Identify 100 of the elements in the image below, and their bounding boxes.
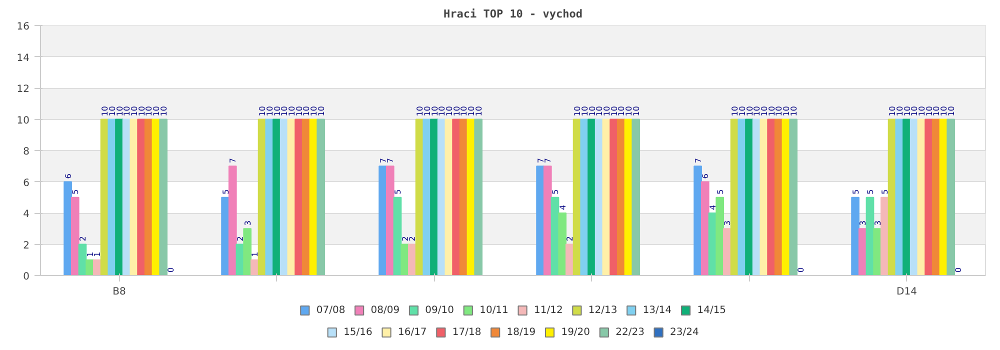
data-label: 5 xyxy=(880,189,890,194)
data-label: 10 xyxy=(310,106,318,116)
data-label: 5 xyxy=(394,189,402,194)
data-label: 5 xyxy=(716,189,725,194)
data-label: 5 xyxy=(851,189,860,194)
data-label: 7 xyxy=(228,158,238,164)
y-tick-label: 6 xyxy=(23,178,30,189)
data-label: 10 xyxy=(917,106,926,116)
data-label: 10 xyxy=(460,106,469,116)
data-label: 10 xyxy=(774,106,784,116)
data-label: 10 xyxy=(130,106,139,116)
bar xyxy=(716,196,724,276)
legend-label: 15/16 xyxy=(344,327,372,338)
data-label: 10 xyxy=(595,106,604,116)
y-tick-label: 4 xyxy=(23,209,30,220)
bar xyxy=(536,166,544,276)
data-label: 2 xyxy=(408,236,418,242)
data-label: 10 xyxy=(474,106,484,116)
data-label: 10 xyxy=(580,106,590,116)
legend-label: 10/11 xyxy=(480,305,508,316)
data-label: 10 xyxy=(144,106,154,116)
data-label: 0 xyxy=(954,267,964,272)
data-label: 3 xyxy=(723,220,732,226)
data-label: 2 xyxy=(236,236,245,242)
bar xyxy=(378,166,387,276)
y-tick-label: 16 xyxy=(16,22,30,32)
data-label: 10 xyxy=(467,106,476,116)
data-label: 5 xyxy=(221,189,230,194)
data-label: 10 xyxy=(108,106,117,116)
data-label: 10 xyxy=(610,106,619,116)
data-label: 10 xyxy=(760,106,769,116)
y-tick-label: 10 xyxy=(16,115,30,126)
data-label: 4 xyxy=(708,204,718,210)
y-tick-label: 2 xyxy=(23,240,30,252)
data-label: 10 xyxy=(430,106,440,116)
data-label: 10 xyxy=(258,106,268,116)
bar xyxy=(694,166,702,276)
data-label: 10 xyxy=(910,106,920,116)
x-tick-label: B8 xyxy=(112,286,126,298)
legend-label: 22/23 xyxy=(616,327,644,338)
data-label: 10 xyxy=(438,106,447,116)
x-tick-label: D14 xyxy=(896,286,917,298)
data-label: 0 xyxy=(796,267,806,272)
legend-label: 17/18 xyxy=(452,327,482,338)
bar xyxy=(632,118,640,276)
data-label: 10 xyxy=(924,106,934,116)
data-label: 1 xyxy=(86,252,95,257)
data-label: 10 xyxy=(573,106,582,116)
bar xyxy=(789,118,798,276)
legend-label: 13/14 xyxy=(642,305,672,316)
bar xyxy=(316,118,326,276)
legend-label: 14/15 xyxy=(697,305,726,316)
data-label: 10 xyxy=(888,106,898,116)
data-label: 10 xyxy=(617,106,626,116)
data-label: 10 xyxy=(100,106,110,116)
data-label: 10 xyxy=(752,106,762,116)
data-label: 10 xyxy=(137,106,146,116)
legend-label: 23/24 xyxy=(670,327,699,338)
data-label: 10 xyxy=(895,106,904,116)
legend-label: 08/09 xyxy=(370,305,400,316)
data-label: 2 xyxy=(78,236,88,242)
data-label: 10 xyxy=(782,106,791,116)
data-label: 10 xyxy=(946,106,956,116)
legend-label: 11/12 xyxy=(534,305,563,316)
data-label: 6 xyxy=(64,174,73,179)
data-label: 5 xyxy=(71,189,80,194)
data-label: 10 xyxy=(602,106,612,116)
data-label: 2 xyxy=(566,236,575,242)
data-label: 10 xyxy=(302,106,312,116)
data-label: 4 xyxy=(558,204,568,210)
data-label: 10 xyxy=(730,106,740,116)
data-label: 7 xyxy=(378,158,388,164)
legend-label: 07/08 xyxy=(316,305,346,316)
data-label: 1 xyxy=(250,252,260,257)
bar xyxy=(393,196,402,276)
data-label: 2 xyxy=(400,236,410,242)
data-label: 10 xyxy=(280,106,290,116)
data-label: 10 xyxy=(789,106,798,116)
bar xyxy=(946,118,956,276)
data-label: 10 xyxy=(115,106,124,116)
data-label: 10 xyxy=(287,106,296,116)
bar xyxy=(700,181,710,276)
data-label: 7 xyxy=(536,158,546,164)
bar xyxy=(70,196,80,276)
data-label: 10 xyxy=(416,106,425,116)
data-label: 10 xyxy=(265,106,274,116)
y-tick-label: 12 xyxy=(16,84,30,95)
data-label: 3 xyxy=(858,220,868,226)
data-label: 10 xyxy=(624,106,634,116)
data-label: 7 xyxy=(544,158,553,164)
data-label: 6 xyxy=(701,174,710,179)
bar xyxy=(474,118,483,276)
data-label: 0 xyxy=(166,267,176,272)
bar xyxy=(159,118,168,276)
legend-label: 19/20 xyxy=(561,327,590,338)
bar xyxy=(558,212,567,276)
data-label: 10 xyxy=(159,106,168,116)
y-tick-label: 8 xyxy=(23,146,30,158)
data-label: 5 xyxy=(551,189,560,194)
data-label: 10 xyxy=(272,106,282,116)
